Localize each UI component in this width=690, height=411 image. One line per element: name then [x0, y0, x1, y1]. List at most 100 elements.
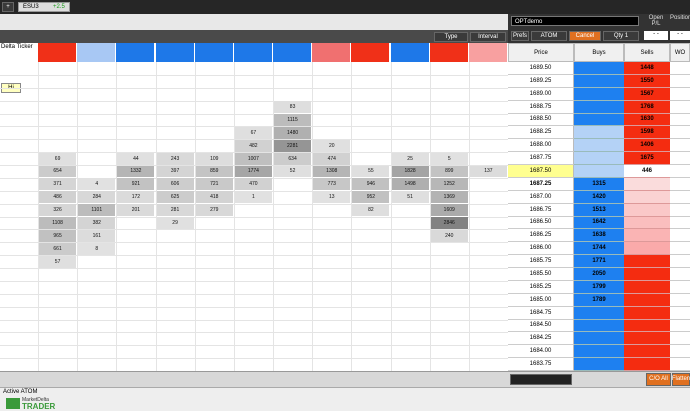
buys-cell[interactable]: 1315	[574, 177, 624, 191]
buys-cell[interactable]	[574, 358, 624, 371]
volume-cell: 20	[313, 139, 351, 152]
sells-cell[interactable]	[624, 319, 670, 333]
sells-cell[interactable]	[624, 268, 670, 281]
wo-cell	[670, 242, 690, 256]
buys-cell[interactable]: 1513	[574, 203, 624, 217]
sells-cell[interactable]: 1675	[624, 152, 670, 165]
buys-cell[interactable]	[574, 319, 624, 333]
buys-cell[interactable]: 1638	[574, 229, 624, 243]
wo-cell	[670, 87, 690, 101]
price-cell: 1685.50	[508, 268, 574, 281]
sells-cell[interactable]	[624, 293, 670, 307]
volume-cell: 52	[274, 165, 312, 178]
sells-cell[interactable]: 1448	[624, 62, 670, 75]
prefs-button[interactable]: Prefs	[511, 31, 529, 41]
grid-line	[0, 280, 508, 282]
sells-cell[interactable]: 1567	[624, 87, 670, 101]
column-line	[38, 62, 39, 371]
wo-cell	[670, 62, 690, 75]
sells-cell[interactable]	[624, 242, 670, 256]
buys-cell[interactable]: 1642	[574, 216, 624, 230]
qty-button[interactable]: Qty 1	[603, 31, 639, 41]
buys-cell[interactable]	[574, 152, 624, 165]
cancel-button[interactable]: Cancel	[569, 31, 601, 41]
sells-cell[interactable]: 1630	[624, 113, 670, 127]
wo-cell	[670, 165, 690, 178]
buys-cell[interactable]	[574, 113, 624, 127]
price-cell: 1689.00	[508, 87, 574, 101]
buys-cell[interactable]	[574, 87, 624, 101]
sells-cell[interactable]	[624, 358, 670, 371]
price-cell: 1689.50	[508, 62, 574, 75]
flatten-button[interactable]: Flatten	[672, 373, 690, 386]
volume-cell: 44	[117, 152, 155, 165]
sells-cell[interactable]	[624, 229, 670, 243]
sells-cell[interactable]: 1768	[624, 100, 670, 114]
buys-cell[interactable]	[574, 332, 624, 346]
buys-cell[interactable]	[574, 100, 624, 114]
buys-cell[interactable]	[574, 306, 624, 320]
buys-cell[interactable]	[574, 139, 624, 153]
delta-cell	[468, 43, 507, 62]
ladder-column-header: Buys	[574, 43, 624, 62]
type-button[interactable]: Type	[434, 32, 468, 42]
volume-cell: 13	[313, 191, 351, 204]
sells-cell[interactable]	[624, 255, 670, 268]
volume-cell: 470	[234, 178, 272, 191]
buys-cell[interactable]	[574, 62, 624, 75]
price-cell: 1684.25	[508, 332, 574, 346]
footprint: 69 654 371 486 326 1108 965 661 57 4 284 1101 382 161…	[0, 43, 508, 372]
buys-cell[interactable]: 1789	[574, 293, 624, 307]
sells-cell[interactable]	[624, 332, 670, 346]
buys-cell[interactable]	[574, 126, 624, 140]
status: Active ATOM	[3, 389, 38, 395]
sells-cell[interactable]	[624, 306, 670, 320]
buys-cell[interactable]	[574, 165, 624, 178]
ladder: Price Buys Sells WO 1689.50 1448 1689.25 1550 16…	[508, 43, 690, 371]
sells-cell[interactable]: 1598	[624, 126, 670, 140]
sells-cell[interactable]	[624, 216, 670, 230]
volume-cell: 137	[469, 165, 507, 178]
price-cell: 1683.75	[508, 358, 574, 371]
buys-cell[interactable]	[574, 74, 624, 88]
buys-cell[interactable]: 1420	[574, 190, 624, 204]
volume-cell: 721	[195, 178, 233, 191]
wo-cell	[670, 177, 690, 191]
wo-cell	[670, 306, 690, 320]
buys-cell[interactable]: 1771	[574, 255, 624, 268]
column-line	[273, 62, 274, 371]
new-tab[interactable]: +	[2, 2, 14, 12]
sells-cell[interactable]	[624, 177, 670, 191]
sells-cell[interactable]	[624, 280, 670, 294]
co-all-button[interactable]: C/O All	[646, 373, 671, 386]
buys-cell[interactable]	[574, 345, 624, 359]
grid-line	[0, 332, 508, 334]
atom-button[interactable]: ATOM	[531, 31, 567, 41]
volume-cell: 161	[78, 229, 116, 242]
wo-cell	[670, 113, 690, 127]
footer-bar	[0, 371, 690, 387]
column-line	[233, 62, 235, 371]
sells-cell[interactable]: 1550	[624, 74, 670, 88]
interval-button[interactable]: Interval	[470, 32, 506, 42]
ladder-nav[interactable]	[510, 374, 572, 385]
buys-cell[interactable]: 1799	[574, 280, 624, 294]
sells-cell[interactable]: 1406	[624, 139, 670, 153]
tab[interactable]: ESU3 +2.5	[18, 2, 70, 12]
sells-cell[interactable]: 446	[624, 165, 670, 178]
buys-cell[interactable]: 1744	[574, 242, 624, 256]
grid-line	[0, 87, 508, 89]
delta-cell	[233, 43, 272, 62]
buys-cell[interactable]: 2050	[574, 268, 624, 281]
sells-cell[interactable]	[624, 190, 670, 204]
delta-cell	[312, 43, 351, 62]
delta-cell	[194, 43, 233, 62]
volume-cell: 67	[234, 126, 272, 139]
volume-cell: 1252	[430, 178, 468, 191]
volume-cell: 1308	[313, 165, 351, 178]
sells-cell[interactable]	[624, 345, 670, 359]
account-select[interactable]: OPTdemo	[511, 16, 639, 26]
ladder-column-header: WO	[670, 43, 690, 62]
chart-header	[0, 14, 508, 30]
sells-cell[interactable]	[624, 203, 670, 217]
